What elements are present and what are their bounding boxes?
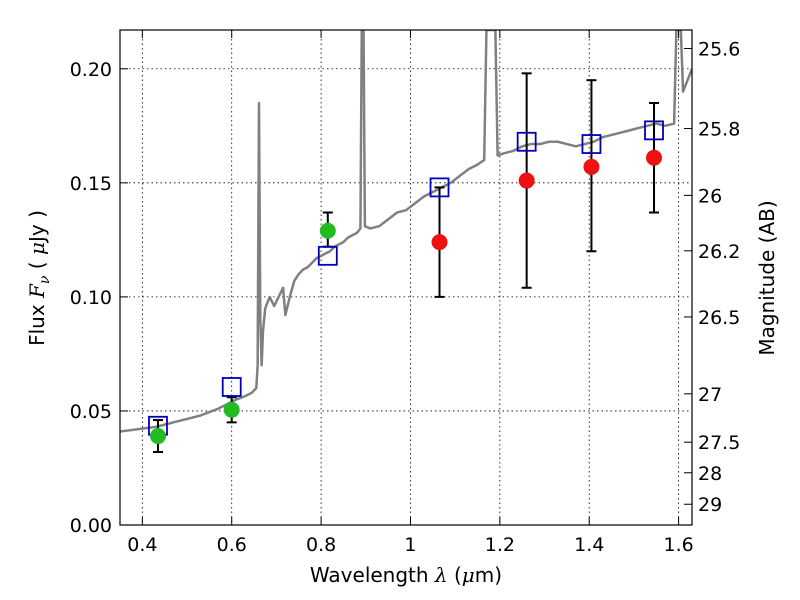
y-tick-label: 0.15 xyxy=(70,173,112,195)
blue-square-point xyxy=(516,131,537,152)
y-axis-label-right: Magnitude (AB) xyxy=(755,200,779,355)
x-tick-label: 1 xyxy=(404,534,416,556)
blue-square-point xyxy=(581,134,602,154)
right-y-tick-label: 29 xyxy=(698,494,722,516)
right-y-tick-label: 25.8 xyxy=(698,119,740,141)
red-data-point xyxy=(646,149,663,166)
blue-square-point xyxy=(317,245,338,266)
blue-square-point xyxy=(221,377,242,397)
right-y-tick-label: 27 xyxy=(698,384,722,406)
y-tick-label: 0.00 xyxy=(70,515,112,537)
y-tick-label: 0.05 xyxy=(70,401,112,423)
x-axis-label: Wavelength λ (μm) xyxy=(310,563,502,587)
y-tick-label: 0.20 xyxy=(70,59,112,81)
blue-square-point xyxy=(644,120,664,141)
x-tick-label: 0.6 xyxy=(217,534,247,556)
ticks-layer: 0.4 0.6 0.8 1 1.2 1.4 1.6 0.00 0.05 0.10 0.15 0.20 2… xyxy=(70,30,740,556)
green-data-point xyxy=(223,401,240,418)
markers-layer xyxy=(148,120,664,445)
green-data-point xyxy=(149,428,166,445)
right-y-tick-label: 28 xyxy=(698,463,722,485)
red-data-point xyxy=(583,158,600,175)
y-axis-label: Flux Fν ( μJy ) xyxy=(25,210,53,346)
x-tick-label: 1.6 xyxy=(663,534,693,556)
right-y-tick-label: 27.5 xyxy=(698,432,740,454)
x-tick-label: 0.4 xyxy=(127,534,157,556)
green-data-point xyxy=(319,222,336,239)
red-data-point xyxy=(518,172,535,189)
blue-square-point xyxy=(429,177,450,198)
x-tick-label: 1.4 xyxy=(574,534,604,556)
model-spectrum-line xyxy=(120,30,692,433)
x-tick-label: 1.2 xyxy=(485,534,515,556)
plot-frame xyxy=(119,29,693,526)
model-spectrum-layer xyxy=(120,30,692,433)
right-y-tick-label: 26.5 xyxy=(698,307,740,329)
x-tick-label: 0.8 xyxy=(306,534,336,556)
right-y-tick-label: 26 xyxy=(698,185,722,207)
plot-background xyxy=(120,30,692,525)
y-tick-label: 0.10 xyxy=(70,287,112,309)
red-data-point xyxy=(431,234,448,251)
right-y-tick-label: 26.2 xyxy=(698,241,740,263)
right-y-tick-label: 25.6 xyxy=(698,38,740,60)
